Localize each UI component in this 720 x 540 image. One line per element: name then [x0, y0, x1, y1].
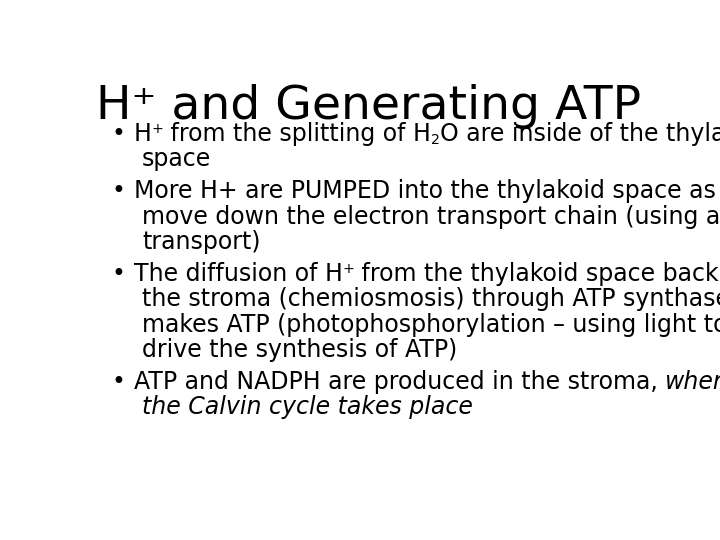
Text: +: +	[343, 262, 354, 276]
Text: •: •	[111, 179, 125, 203]
Text: More H+ are PUMPED into the thylakoid space as e-: More H+ are PUMPED into the thylakoid sp…	[133, 179, 720, 203]
Text: where: where	[665, 370, 720, 394]
Text: H⁺ and Generating ATP: H⁺ and Generating ATP	[96, 84, 642, 129]
Text: transport): transport)	[142, 230, 261, 254]
Text: H: H	[133, 122, 151, 146]
Text: •: •	[111, 370, 125, 394]
Text: •: •	[111, 122, 125, 146]
Text: space: space	[142, 147, 211, 171]
Text: from the thylakoid space back to: from the thylakoid space back to	[354, 262, 720, 286]
Text: the stroma (chemiosmosis) through ATP synthase: the stroma (chemiosmosis) through ATP sy…	[142, 287, 720, 312]
Text: The diffusion of H: The diffusion of H	[133, 262, 343, 286]
Text: drive the synthesis of ATP): drive the synthesis of ATP)	[142, 338, 457, 362]
Text: move down the electron transport chain (using active: move down the electron transport chain (…	[142, 205, 720, 228]
Text: the Calvin cycle takes place: the Calvin cycle takes place	[142, 395, 473, 420]
Text: from the splitting of H: from the splitting of H	[163, 122, 431, 146]
Text: O are inside of the thylakoid: O are inside of the thylakoid	[440, 122, 720, 146]
Text: ATP and NADPH are produced in the stroma,: ATP and NADPH are produced in the stroma…	[133, 370, 665, 394]
Text: 2: 2	[431, 133, 440, 147]
Text: makes ATP (photophosphorylation – using light to: makes ATP (photophosphorylation – using …	[142, 313, 720, 337]
Text: •: •	[111, 262, 125, 286]
Text: +: +	[151, 122, 163, 136]
